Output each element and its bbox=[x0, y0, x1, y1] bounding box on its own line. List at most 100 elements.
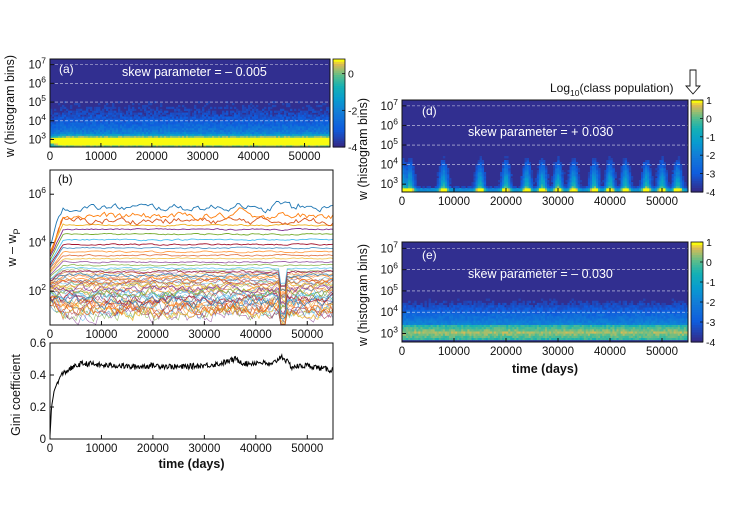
heatmap-cell bbox=[50, 108, 53, 111]
heatmap-cell bbox=[506, 172, 509, 175]
heatmap-cell bbox=[254, 118, 257, 121]
heatmap-cell bbox=[286, 137, 289, 140]
heatmap-cell bbox=[448, 315, 452, 319]
heatmap-cell bbox=[571, 164, 574, 167]
heatmap-cell bbox=[156, 125, 159, 129]
heatmap-cell bbox=[282, 131, 285, 134]
heatmap-cell bbox=[94, 112, 97, 115]
heatmap-cell bbox=[677, 184, 681, 187]
heatmap-cell bbox=[626, 176, 630, 179]
heatmap-cell bbox=[485, 188, 489, 191]
heatmap-cell bbox=[522, 172, 525, 175]
heatmap-cell bbox=[440, 335, 444, 338]
heatmap-cell bbox=[230, 112, 233, 115]
heatmap-cell bbox=[190, 127, 193, 131]
heatmap-cell bbox=[657, 170, 660, 173]
heatmap-cell bbox=[455, 305, 458, 308]
heatmap-cell bbox=[288, 122, 291, 125]
heatmap-cell bbox=[262, 141, 265, 144]
heatmap-cell bbox=[308, 122, 311, 125]
heatmap-cell bbox=[500, 174, 503, 177]
heatmap-cell bbox=[156, 143, 159, 146]
heatmap-cell bbox=[540, 164, 544, 167]
heatmap-cell bbox=[118, 110, 121, 113]
heatmap-cell bbox=[455, 315, 458, 319]
heatmap-cell bbox=[426, 318, 429, 321]
heatmap-cell bbox=[475, 315, 478, 319]
heatmap-cell bbox=[408, 322, 411, 325]
heatmap-cell bbox=[459, 188, 462, 191]
heatmap-cell bbox=[178, 127, 181, 131]
heatmap-cell bbox=[622, 190, 626, 193]
heatmap-cell bbox=[506, 180, 509, 183]
heatmap-cell bbox=[54, 122, 57, 125]
heatmap-cell bbox=[312, 108, 315, 111]
heatmap-cell bbox=[643, 188, 646, 191]
heatmap-cell bbox=[138, 137, 141, 140]
heatmap-cell bbox=[64, 125, 67, 129]
heatmap-cell bbox=[56, 141, 59, 144]
heatmap-cell bbox=[216, 139, 219, 142]
heatmap-cell bbox=[406, 162, 409, 165]
heatmap-cell bbox=[120, 112, 123, 115]
heatmap-cell bbox=[132, 112, 135, 115]
heatmap-cell bbox=[614, 190, 617, 193]
heatmap-cell bbox=[671, 180, 675, 183]
heatmap-cell bbox=[186, 112, 189, 115]
heatmap-cell bbox=[180, 120, 183, 123]
heatmap-cell bbox=[300, 116, 303, 119]
heatmap-cell bbox=[252, 127, 255, 131]
heatmap-cell bbox=[60, 133, 63, 136]
heatmap-cell bbox=[561, 188, 564, 191]
heatmap-cell bbox=[122, 131, 125, 134]
heatmap-cell bbox=[216, 145, 219, 148]
heatmap-cell bbox=[194, 137, 197, 140]
heatmap-cell bbox=[118, 129, 121, 133]
heatmap-cell bbox=[326, 108, 329, 111]
heatmap-cell bbox=[426, 190, 429, 193]
heatmap-cell bbox=[218, 120, 221, 123]
heatmap-cell bbox=[673, 188, 677, 191]
heatmap-cell bbox=[56, 116, 59, 119]
heatmap-cell bbox=[226, 110, 229, 113]
heatmap-cell bbox=[258, 116, 261, 119]
heatmap-cell bbox=[589, 180, 593, 183]
heatmap-cell bbox=[206, 110, 209, 113]
heatmap-cell bbox=[106, 141, 109, 144]
heatmap-cell bbox=[276, 145, 279, 148]
heatmap-cell bbox=[448, 311, 452, 315]
heatmap-cell bbox=[282, 120, 285, 123]
heatmap-cell bbox=[444, 176, 448, 179]
heatmap-cell bbox=[479, 180, 483, 183]
heatmap-cell bbox=[244, 135, 247, 138]
heatmap-cell bbox=[232, 139, 235, 142]
heatmap-cell bbox=[182, 112, 185, 115]
heatmap-cell bbox=[304, 122, 307, 125]
heatmap-cell bbox=[641, 182, 644, 185]
heatmap-cell bbox=[404, 309, 407, 312]
heatmap-cell bbox=[406, 333, 409, 336]
heatmap-cell bbox=[266, 124, 269, 127]
heatmap-cell bbox=[246, 139, 249, 142]
heatmap-cell bbox=[116, 116, 119, 119]
heatmap-cell bbox=[404, 176, 407, 179]
heatmap-cell bbox=[142, 139, 145, 142]
heatmap-cell bbox=[420, 328, 423, 332]
heatmap-cell bbox=[655, 182, 658, 185]
heatmap-cell bbox=[154, 118, 157, 121]
heatmap-cell bbox=[434, 333, 438, 336]
heatmap-cell bbox=[461, 328, 464, 332]
heatmap-cell bbox=[238, 131, 241, 134]
heatmap-cell bbox=[148, 103, 151, 106]
heatmap-cell bbox=[577, 180, 581, 183]
heatmap-cell bbox=[463, 190, 466, 193]
heatmap-cell bbox=[553, 188, 556, 191]
heatmap-cell bbox=[430, 322, 433, 325]
heatmap-cell bbox=[178, 110, 181, 113]
heatmap-cell bbox=[80, 108, 83, 111]
heatmap-cell bbox=[557, 178, 560, 181]
heatmap-cell bbox=[649, 164, 652, 167]
heatmap-cell bbox=[268, 103, 271, 106]
heatmap-cell bbox=[206, 118, 209, 121]
heatmap-cell bbox=[240, 139, 243, 142]
